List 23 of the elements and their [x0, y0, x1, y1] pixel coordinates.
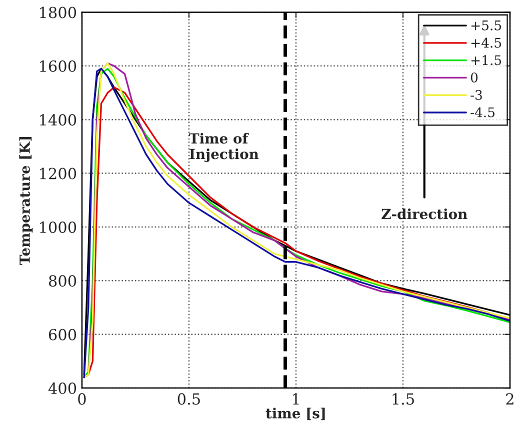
- y-tick-label: 1800: [40, 6, 76, 18]
- x-tick-label: 2: [506, 393, 514, 405]
- y-tick-label: 1600: [40, 60, 76, 72]
- x-tick-label: 1: [292, 393, 299, 405]
- legend-label: +4.5: [471, 38, 502, 48]
- y-axis-title: Temperature [K]: [19, 136, 33, 265]
- x-tick-label: 0: [78, 393, 86, 405]
- y-tick-label: 800: [48, 275, 76, 287]
- legend-label: -4.5: [470, 107, 494, 118]
- y-tick-label: 400: [48, 382, 76, 394]
- y-tick-label: 1400: [40, 114, 76, 126]
- legend-label: +5.5: [471, 20, 502, 30]
- y-tick-label: 1000: [40, 221, 76, 234]
- annotation: Time of Injection: [189, 132, 259, 162]
- legend-label: 0: [470, 72, 478, 83]
- x-tick-label: 0.5: [178, 393, 200, 405]
- x-tick-label: 1.5: [392, 393, 414, 405]
- x-axis-title: time [s]: [266, 408, 325, 420]
- y-tick-label: 1200: [40, 168, 76, 180]
- y-tick-label: 600: [48, 328, 76, 340]
- legend-label: -3: [470, 90, 482, 100]
- legend-label: +1.5: [471, 55, 502, 66]
- annotation: Z-direction: [382, 208, 468, 220]
